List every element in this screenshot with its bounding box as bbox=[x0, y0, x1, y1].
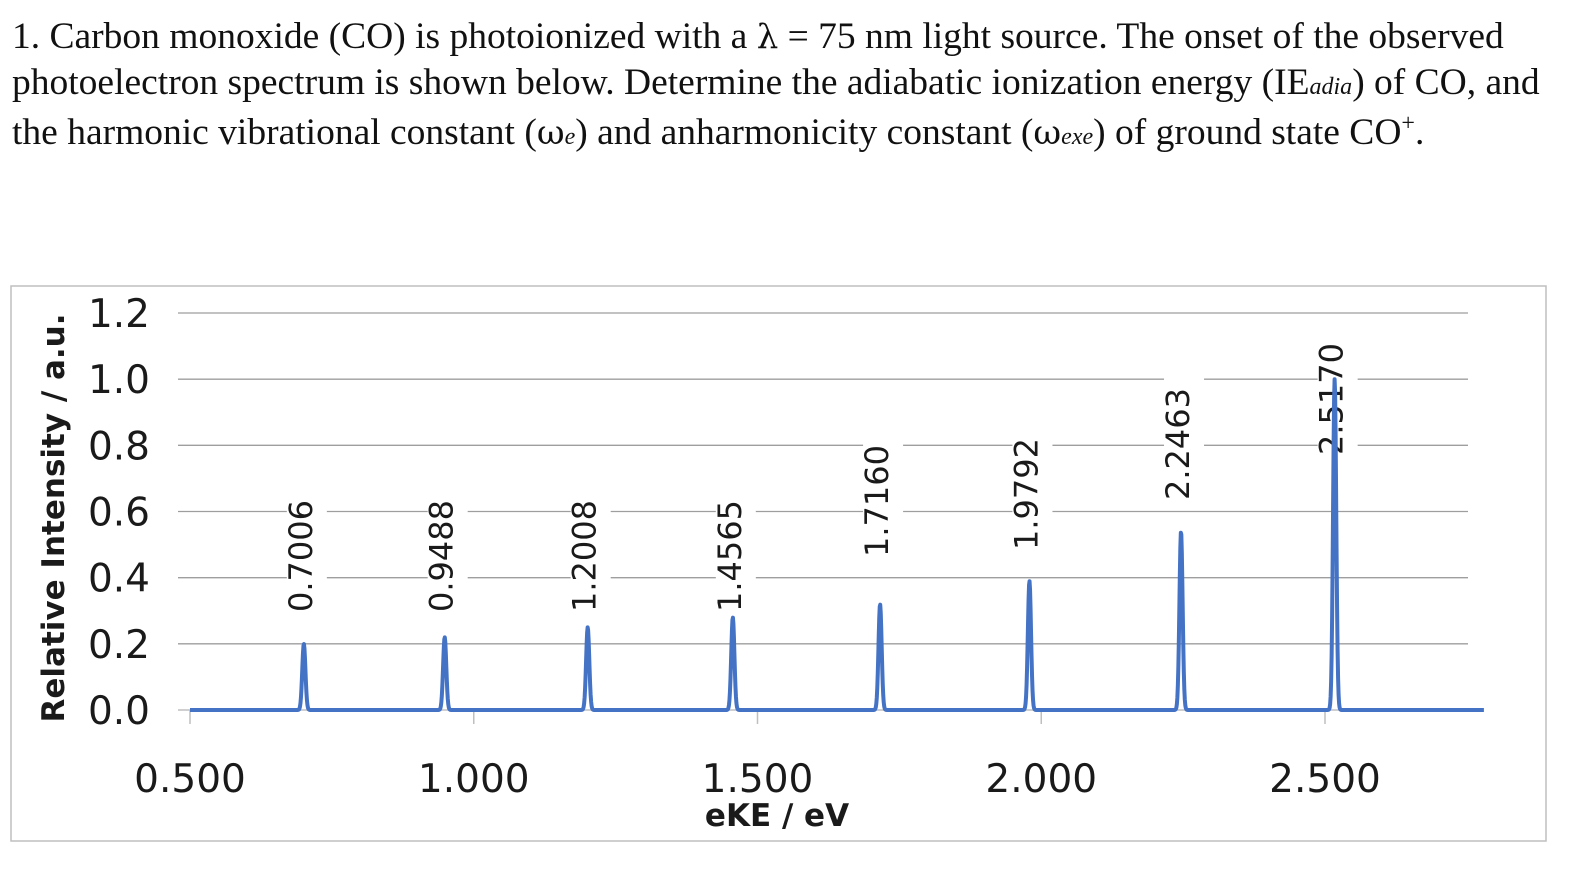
y-tick-label-4: 0.8 bbox=[88, 424, 150, 469]
question-part2: = 75 nm light source. The onset of the o… bbox=[12, 16, 1504, 103]
data-label-bg-7 bbox=[1317, 321, 1358, 461]
data-label-bg-5 bbox=[1012, 416, 1053, 556]
lambda-symbol: λ bbox=[756, 17, 779, 57]
x-tick-label-0: 0.500 bbox=[134, 757, 246, 802]
y-tick-label-6: 1.2 bbox=[88, 292, 150, 337]
data-label-3: 1.4565 bbox=[711, 500, 749, 612]
data-labels: 0.7006 0.9488 1.2008 1.4565 1.7160 1.9792 2.24… bbox=[282, 321, 1358, 618]
question-part6: . bbox=[1414, 112, 1425, 153]
subscript-adia: adia bbox=[1309, 74, 1353, 100]
y-axis-title: Relative Intensity / a.u. bbox=[36, 314, 72, 723]
question-paragraph: 1. Carbon monoxide (CO) is photoionized … bbox=[12, 14, 1582, 160]
data-label-bg-6 bbox=[1164, 366, 1205, 506]
question-part1: 1. Carbon monoxide (CO) is photoionized … bbox=[12, 16, 757, 57]
x-tick-label-3: 2.000 bbox=[985, 757, 1097, 802]
y-tick-label-5: 1.0 bbox=[88, 358, 150, 403]
data-label-bg-4 bbox=[863, 423, 904, 563]
chart-border bbox=[10, 285, 1547, 842]
subscript-e-2: e bbox=[1061, 124, 1072, 150]
data-label-0: 0.7006 bbox=[282, 500, 320, 612]
subscript-e-1: e bbox=[564, 124, 576, 150]
subscript-e-3: e bbox=[1082, 124, 1094, 150]
data-label-6: 2.2463 bbox=[1159, 388, 1197, 500]
superscript-plus: + bbox=[1401, 110, 1415, 137]
data-label-bg-0 bbox=[286, 478, 327, 618]
data-label-bg-2 bbox=[570, 478, 611, 618]
question-part3: ) of CO, and the harmonic vibrational co… bbox=[12, 62, 1540, 153]
data-label-1: 0.9488 bbox=[423, 500, 461, 612]
spectrum-line bbox=[188, 377, 1486, 712]
omega-symbol-1: ω bbox=[536, 113, 565, 153]
data-label-2: 1.2008 bbox=[566, 500, 604, 612]
y-tick-label-3: 0.6 bbox=[88, 491, 150, 536]
data-label-7: 2.5170 bbox=[1313, 343, 1351, 455]
tick-labels: 0.0 0.2 0.4 0.6 0.8 1.0 1.2 0.500 1.000 1.500 2.00… bbox=[88, 292, 1381, 802]
question-part4: ) and anharmonicity constant ( bbox=[575, 112, 1034, 153]
question-part5: ) of ground state CO bbox=[1093, 112, 1402, 153]
spectrum bbox=[188, 377, 1486, 712]
y-tick-label-0: 0.0 bbox=[88, 689, 150, 734]
y-tick-label-2: 0.4 bbox=[88, 557, 150, 602]
y-tick-label-1: 0.2 bbox=[88, 623, 150, 668]
data-label-bg-3 bbox=[715, 478, 756, 618]
x-tick-label-4: 2.500 bbox=[1269, 757, 1381, 802]
data-label-4: 1.7160 bbox=[858, 445, 896, 557]
x-symbol: x bbox=[1071, 124, 1083, 150]
x-axis-title: eKE / eV bbox=[705, 798, 849, 834]
x-tick-label-2: 1.500 bbox=[702, 757, 814, 802]
data-label-bg-1 bbox=[427, 478, 468, 618]
omega-symbol-2: ω bbox=[1033, 113, 1062, 153]
data-label-5: 1.9792 bbox=[1007, 438, 1045, 550]
question-text: 1. Carbon monoxide (CO) is photoionized … bbox=[12, 14, 1582, 160]
x-tick-label-1: 1.000 bbox=[418, 757, 530, 802]
gridlines bbox=[178, 312, 1468, 645]
